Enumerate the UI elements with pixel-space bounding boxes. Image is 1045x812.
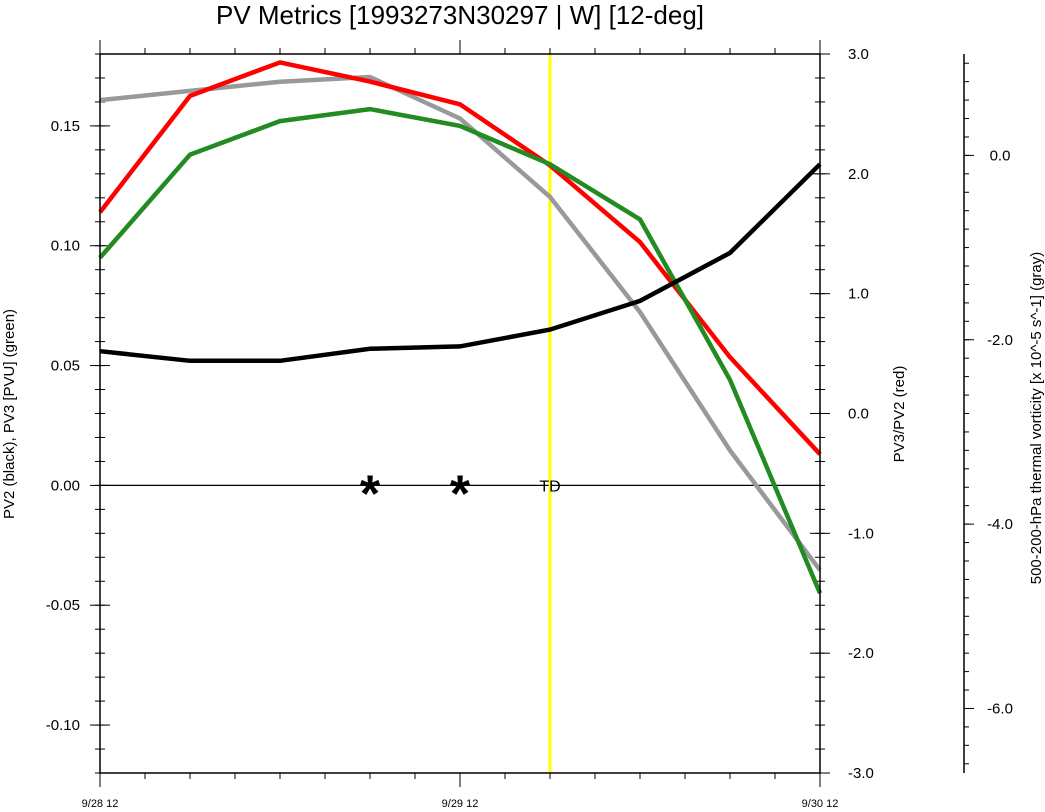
left-axis: -0.10 -0.05 0.00 0.05 0.10 0.15 [46,53,110,774]
left-axis-tick-label: 0.15 [51,118,80,135]
x-axis: 9/28 12 9/29 12 9/30 12 [82,40,839,810]
left-axis-label: PV2 (black), PV3 [PVU] (green) [1,309,18,519]
far-right-axis-tick-label: -6.0 [987,700,1013,717]
right-axis-tick-label: 1.0 [848,286,869,303]
series-lines [98,60,823,595]
plot-frame [99,53,821,774]
series-line-right-2 [98,60,822,456]
left-axis-tick-label: -0.10 [46,717,80,734]
far-right-axis: -6.0 -4.0 -2.0 0.0 [963,54,1013,773]
plot-marks: * * TD [100,54,820,773]
left-axis-tick-label: -0.05 [46,597,80,614]
right-axis: -3.0 -2.0 -1.0 0.0 1.0 2.0 3.0 [810,46,874,782]
left-axis-tick-label: 0.00 [51,477,80,494]
chart-title: PV Metrics [1993273N30297 | W] [12-deg] [216,0,704,30]
far-right-axis-label: 500-200-hPa thermal vorticity [x 10^-5 s… [1028,252,1045,585]
right-axis-tick-label: -3.0 [848,765,874,782]
far-right-axis-tick-label: -4.0 [987,516,1013,533]
far-right-axis-tick-label: -2.0 [987,332,1013,349]
x-axis-tick-label: 9/29 12 [442,798,479,810]
series-line-left-1 [98,106,823,595]
series-line-far_right-3 [99,74,822,572]
series-line-left-0 [99,162,822,364]
right-axis-tick-label: 3.0 [848,46,869,63]
right-axis-tick-label: -2.0 [848,645,874,662]
right-axis-tick-label: -1.0 [848,525,874,542]
star-marker: * [450,465,471,523]
right-axis-label: PV3/PV2 (red) [891,366,908,463]
far-right-axis-tick-label: 0.0 [990,147,1011,164]
td-annotation: TD [539,478,560,495]
x-axis-tick-label: 9/28 12 [82,798,119,810]
left-axis-tick-label: 0.10 [51,238,80,255]
right-axis-tick-label: 2.0 [848,166,869,183]
star-marker: * [360,465,381,523]
left-axis-tick-label: 0.05 [51,358,80,375]
right-axis-tick-label: 0.0 [848,406,869,423]
x-axis-tick-label: 9/30 12 [802,798,839,810]
